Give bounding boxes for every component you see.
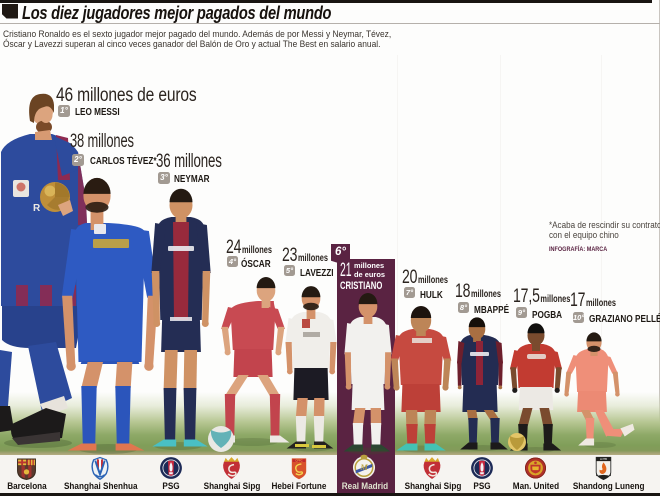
- svg-text:CFFC: CFFC: [295, 459, 302, 463]
- svg-text:R: R: [33, 203, 41, 214]
- svg-text:M: M: [359, 463, 368, 472]
- svg-text:LNTB: LNTB: [600, 457, 607, 461]
